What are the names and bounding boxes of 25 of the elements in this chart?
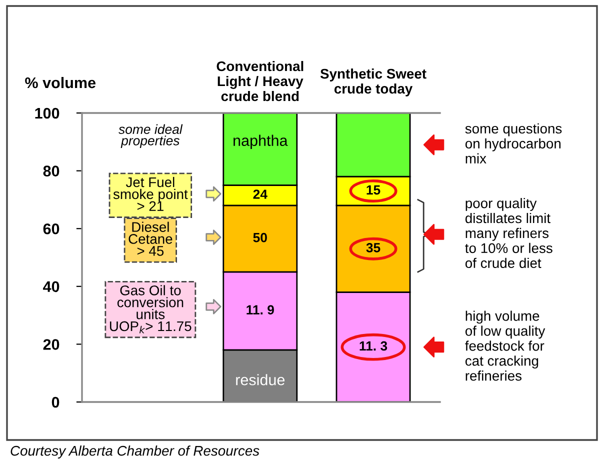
annotation: Jet Fuel smoke point > 21 <box>113 176 188 211</box>
annotation: Gas Oil to conversion units UOP$_{k}$> 11.75 <box>110 285 192 334</box>
y-tick-label: 100 <box>35 108 60 119</box>
y-axis-title: % volume <box>25 76 96 88</box>
series-label: residue <box>236 374 285 386</box>
y-tick-label: 80 <box>43 166 60 176</box>
text: high volume of low quality feedstock for cat cracking refineries <box>465 310 546 381</box>
y-tick-label: 60 <box>43 223 60 234</box>
x-tick-label: Conventional Light / Heavy crude blend <box>216 60 304 102</box>
annotation: some ideal properties <box>118 124 183 148</box>
annotation: 24 <box>253 190 268 199</box>
y-tick-label: 20 <box>43 339 60 350</box>
annotation: Diesel Cetane > 45 <box>128 222 172 256</box>
annotation: 15 <box>366 185 380 195</box>
series-label: naphtha <box>234 134 288 150</box>
annotation: 35 <box>366 243 380 252</box>
annotation: 11. 3 <box>360 341 388 351</box>
text: poor quality distillates limit many refiners to 10% or less of crude diet <box>465 198 552 268</box>
text: some questions on hydrocarbon mix <box>465 123 562 164</box>
y-tick-label: 40 <box>43 281 60 292</box>
annotation: 11. 9 <box>246 305 274 315</box>
annotation: 50 <box>253 232 267 242</box>
x-tick-label: Synthetic Sweet crude today <box>320 68 426 96</box>
y-tick-label: 0 <box>52 396 60 408</box>
text: Courtesy Alberta Chamber of Resources <box>10 446 260 458</box>
